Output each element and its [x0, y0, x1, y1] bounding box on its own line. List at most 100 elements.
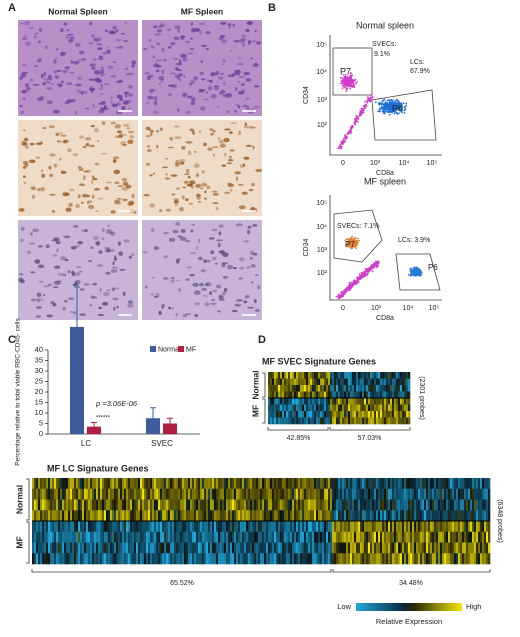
heatmap-cell — [76, 531, 79, 543]
heatmap-cell — [88, 521, 91, 533]
heatmap-cell — [294, 553, 297, 565]
heatmap-cell — [340, 411, 343, 418]
heatmap-cell — [342, 553, 345, 565]
heatmap-cell — [408, 391, 411, 399]
heatmap-cell — [382, 411, 385, 418]
heatmap-cell — [128, 553, 131, 565]
event-dot — [354, 119, 357, 122]
heatmap-cell — [38, 542, 41, 554]
event-dot — [344, 239, 347, 242]
heatmap-cell — [62, 542, 65, 554]
heatmap-cell — [334, 398, 337, 405]
heatmap-cell — [194, 521, 197, 533]
heatmap-cell — [418, 531, 421, 543]
heatmap-cell — [268, 404, 271, 412]
heatmap-cell — [340, 510, 343, 522]
heatmap-cell — [372, 372, 375, 379]
heatmap-cell — [50, 542, 53, 554]
heatmap-cell — [392, 531, 395, 543]
histology-image — [142, 20, 262, 116]
tissue-texture — [229, 49, 233, 52]
heatmap-cell — [308, 478, 311, 490]
event-dot — [388, 99, 391, 102]
heatmap-cell — [362, 378, 365, 386]
heatmap-cell — [406, 411, 409, 418]
heatmap-cell — [304, 553, 307, 565]
heatmap-cell — [450, 521, 453, 533]
heatmap-cell — [136, 542, 139, 554]
heatmap-cell — [288, 521, 291, 533]
heatmap-cell — [186, 521, 189, 533]
heatmap-cell — [122, 521, 125, 533]
event-dot — [379, 110, 381, 113]
heatmap-cell — [306, 372, 309, 379]
heatmap-cell — [360, 411, 363, 418]
tissue-texture — [189, 180, 196, 185]
heatmap-cell — [452, 553, 455, 565]
tissue-texture — [218, 139, 226, 144]
heatmap-cell — [156, 521, 159, 533]
heatmap-cell — [280, 542, 283, 554]
heatmap-cell — [54, 510, 57, 522]
heatmap-cell — [186, 531, 189, 543]
heatmap-cell — [370, 499, 373, 511]
tissue-texture — [195, 173, 200, 177]
tissue-texture — [152, 55, 156, 59]
heatmap-cell — [172, 521, 175, 533]
heatmap-cell — [58, 488, 61, 500]
heatmap-cell — [290, 510, 293, 522]
tissue-texture — [242, 42, 245, 47]
heatmap-cell — [286, 478, 289, 490]
heatmap-cell — [476, 553, 479, 565]
event-dot — [340, 294, 343, 296]
heatmap-cell — [236, 553, 239, 565]
heatmap-cell — [358, 378, 361, 386]
tissue-texture — [121, 106, 126, 111]
heatmap-cell — [310, 542, 313, 554]
y-tick-label: 40 — [35, 345, 43, 354]
event-dot — [341, 295, 344, 298]
tissue-texture — [59, 28, 64, 33]
heatmap-cell — [360, 542, 363, 554]
heatmap-cell — [432, 542, 435, 554]
heatmap-cell — [194, 510, 197, 522]
heatmap-cell — [432, 531, 435, 543]
heatmap-cell — [70, 488, 73, 500]
heatmap-cell — [326, 385, 329, 392]
heatmap-cell — [298, 478, 301, 490]
tissue-texture — [180, 228, 186, 234]
heatmap-cell — [294, 417, 297, 425]
heatmap-cell — [368, 372, 371, 379]
tissue-texture — [63, 66, 67, 69]
heatmap-cell — [98, 553, 101, 565]
heatmap-cell — [394, 378, 397, 386]
heatmap-cell — [60, 499, 63, 511]
heatmap-cell — [38, 521, 41, 533]
heatmap-cell — [360, 478, 363, 490]
heatmap-cell — [182, 521, 185, 533]
heatmap-cell — [384, 385, 387, 392]
heatmap-cell — [176, 499, 179, 511]
tissue-texture — [182, 93, 187, 98]
event-dot — [390, 98, 393, 101]
heatmap-cell — [98, 542, 101, 554]
heatmap-cell — [434, 553, 437, 565]
heatmap-cell — [342, 531, 345, 543]
tissue-texture — [43, 71, 46, 76]
heatmap-cell — [402, 385, 405, 392]
heatmap-cell — [440, 488, 443, 500]
tissue-texture — [152, 276, 155, 279]
heatmap-cell — [368, 542, 371, 554]
heatmap-cell — [354, 385, 357, 392]
heatmap-cell — [394, 531, 397, 543]
tissue-texture — [222, 94, 226, 97]
heatmap-cell — [450, 488, 453, 500]
heatmap-cell — [210, 553, 213, 565]
heatmap-cell — [362, 391, 365, 399]
heatmap-cell — [82, 531, 85, 543]
tissue-texture — [88, 260, 93, 262]
heatmap-cell — [298, 385, 301, 392]
heatmap-cell — [40, 478, 43, 490]
heatmap-cell — [408, 531, 411, 543]
bar — [70, 326, 84, 434]
